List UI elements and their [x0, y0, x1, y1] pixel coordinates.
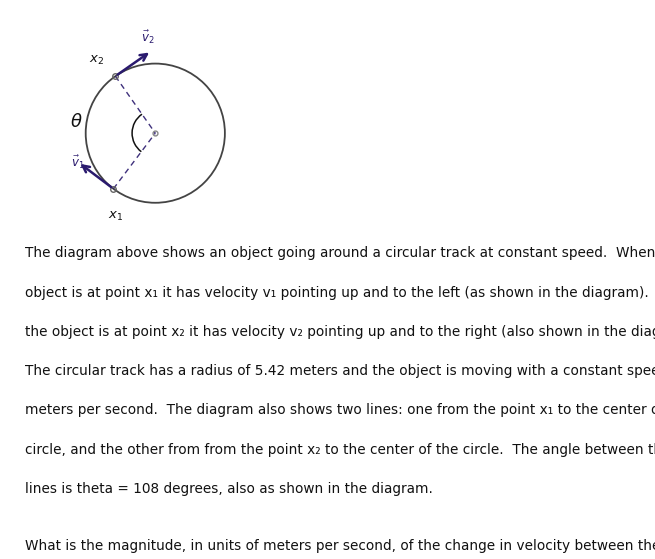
Text: $\vec{v}_2$: $\vec{v}_2$: [141, 29, 154, 46]
Text: lines is theta = 108 degrees, also as shown in the diagram.: lines is theta = 108 degrees, also as sh…: [25, 482, 433, 496]
Text: What is the magnitude, in units of meters per second, of the change in velocity : What is the magnitude, in units of meter…: [25, 539, 655, 553]
Text: meters per second.  The diagram also shows two lines: one from the point x₁ to t: meters per second. The diagram also show…: [25, 404, 655, 418]
Text: $\vec{v}_1$: $\vec{v}_1$: [71, 154, 84, 171]
Text: the object is at point x₂ it has velocity v₂ pointing up and to the right (also : the object is at point x₂ it has velocit…: [25, 325, 655, 339]
Text: $x_2$: $x_2$: [88, 54, 103, 67]
Text: $x_1$: $x_1$: [108, 210, 123, 222]
Text: object is at point x₁ it has velocity v₁ pointing up and to the left (as shown i: object is at point x₁ it has velocity v₁…: [25, 286, 655, 300]
Text: circle, and the other from from the point x₂ to the center of the circle.  The a: circle, and the other from from the poin…: [25, 443, 655, 457]
Text: $\theta$: $\theta$: [70, 112, 83, 131]
Text: The diagram above shows an object going around a circular track at constant spee: The diagram above shows an object going …: [25, 247, 655, 260]
Text: The circular track has a radius of 5.42 meters and the object is moving with a c: The circular track has a radius of 5.42 …: [25, 364, 655, 378]
